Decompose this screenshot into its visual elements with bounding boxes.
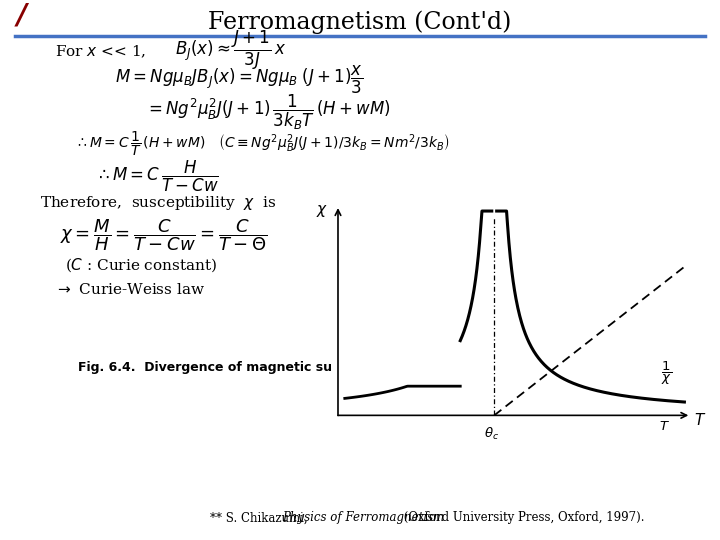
- Text: $\dfrac{1}{\chi}$: $\dfrac{1}{\chi}$: [661, 360, 672, 387]
- Text: Therefore,  susceptibility  $\chi$  is: Therefore, susceptibility $\chi$ is: [40, 194, 276, 212]
- Text: $T$: $T$: [659, 420, 670, 433]
- Text: (Oxford University Press, Oxford, 1997).: (Oxford University Press, Oxford, 1997).: [400, 511, 644, 524]
- Text: $\therefore M = C\,\dfrac{H}{T - Cw}$: $\therefore M = C\,\dfrac{H}{T - Cw}$: [95, 158, 219, 194]
- Text: $B_J(x) \approx \dfrac{J+1}{3J}\,x$: $B_J(x) \approx \dfrac{J+1}{3J}\,x$: [175, 29, 287, 72]
- Text: $= Ng^2\mu_B^2 J(J+1)\,\dfrac{1}{3k_BT}\,(H + wM)$: $= Ng^2\mu_B^2 J(J+1)\,\dfrac{1}{3k_BT}\…: [145, 92, 391, 132]
- Text: $\chi$: $\chi$: [315, 203, 328, 219]
- Text: ** S. Chikazumi,: ** S. Chikazumi,: [210, 511, 311, 524]
- Text: Ferromagnetism (Cont'd): Ferromagnetism (Cont'd): [208, 10, 512, 34]
- Text: For $x$ << 1,: For $x$ << 1,: [55, 44, 146, 60]
- Text: $\rightarrow$ Curie-Weiss law: $\rightarrow$ Curie-Weiss law: [55, 282, 205, 298]
- Text: Fig. 6.4.  Divergence of magnetic susceptibility in the vicinity of the Curie po: Fig. 6.4. Divergence of magnetic suscept…: [78, 361, 642, 375]
- Text: $\theta_c$: $\theta_c$: [484, 426, 499, 442]
- Text: Physics of Ferromagnetism: Physics of Ferromagnetism: [282, 511, 444, 524]
- Text: /: /: [17, 1, 27, 29]
- Text: $T$: $T$: [694, 412, 706, 428]
- Text: $\therefore M = C\,\dfrac{1}{T}\,(H+wM) \quad \left(C \equiv Ng^2\mu_B^2 J(J+1)/: $\therefore M = C\,\dfrac{1}{T}\,(H+wM) …: [75, 130, 450, 158]
- Text: $M = Ng\mu_B JB_J(x) = Ng\mu_B\;(J+1)\dfrac{x}{3}$: $M = Ng\mu_B JB_J(x) = Ng\mu_B\;(J+1)\df…: [115, 64, 364, 96]
- Text: ($C$ : Curie constant): ($C$ : Curie constant): [65, 256, 217, 274]
- Text: $\chi = \dfrac{M}{H} = \dfrac{C}{T - Cw} = \dfrac{C}{T - \Theta}$: $\chi = \dfrac{M}{H} = \dfrac{C}{T - Cw}…: [60, 217, 267, 253]
